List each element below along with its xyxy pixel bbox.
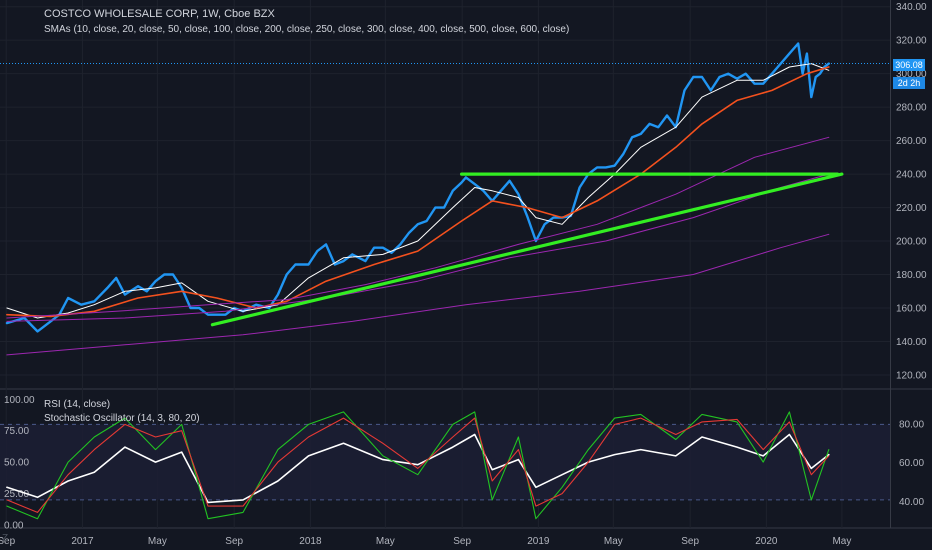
oscillator-line[interactable]	[6, 433, 830, 504]
chart-title[interactable]: COSTCO WHOLESALE CORP, 1W, Cboe BZX	[44, 8, 275, 20]
y-tick-label: 140.00	[896, 337, 927, 348]
y-tick-label: 200.00	[896, 237, 927, 248]
sma_purple-line[interactable]	[6, 136, 830, 319]
y-tick-label: 240.00	[896, 170, 927, 181]
stoch-tick-label: 80.00	[899, 419, 924, 430]
sma_fast-line[interactable]	[6, 63, 830, 319]
y-tick-label: 260.00	[896, 136, 927, 147]
rsi-tick-label: 50.00	[4, 458, 29, 469]
rsi-legend[interactable]: RSI (14, close)	[44, 399, 111, 410]
trendline-line[interactable]	[210, 172, 844, 327]
y-tick-label: 320.00	[896, 36, 927, 47]
x-tick-label: 2017	[71, 536, 94, 547]
y-tick-label: 120.00	[896, 370, 927, 381]
x-tick-label: May	[832, 536, 851, 547]
y-tick-label: 160.00	[896, 304, 927, 315]
zoom-label[interactable]: Z	[2, 533, 9, 544]
sma_purple-line[interactable]	[6, 173, 830, 322]
sma-legend[interactable]: SMAs (10, close, 20, close, 50, close, 1…	[44, 24, 570, 35]
stoch-band	[0, 424, 890, 500]
rsi-tick-label: 75.00	[4, 426, 29, 437]
x-tick-label: Sep	[225, 536, 243, 547]
stoch-tick-label: 60.00	[899, 458, 924, 469]
x-tick-label: 2020	[755, 536, 778, 547]
y-tick-label: 280.00	[896, 103, 927, 114]
x-tick-label: Sep	[453, 536, 471, 547]
x-tick-label: 2018	[299, 536, 322, 547]
y-tick-label: 220.00	[896, 203, 927, 214]
rsi-tick-label: 25.00	[4, 489, 29, 500]
last-price-tag: 306.08	[893, 59, 925, 71]
x-tick-label: May	[604, 536, 623, 547]
stoch-legend[interactable]: Stochastic Oscillator (14, 3, 80, 20)	[44, 413, 200, 424]
price-line[interactable]	[5, 42, 830, 333]
sma_purple-line[interactable]	[6, 233, 830, 356]
oscillator-line[interactable]	[6, 411, 830, 520]
x-tick-label: Sep	[0, 536, 16, 547]
sma_mid-line[interactable]	[6, 66, 830, 318]
x-tick-label: May	[148, 536, 167, 547]
x-tick-label: Sep	[681, 536, 699, 547]
rsi-tick-label: 0.00	[4, 521, 24, 532]
x-tick-label: 2019	[527, 536, 550, 547]
oscillator-line[interactable]	[6, 417, 830, 513]
stoch-tick-label: 40.00	[899, 497, 924, 508]
y-tick-label: 180.00	[896, 270, 927, 281]
rsi-tick-label: 100.00	[4, 395, 35, 406]
y-tick-label: 340.00	[896, 2, 927, 13]
x-tick-label: May	[376, 536, 395, 547]
y-tick-label: 300.00	[896, 69, 927, 80]
countdown-tag: 2d 2h	[893, 77, 925, 89]
